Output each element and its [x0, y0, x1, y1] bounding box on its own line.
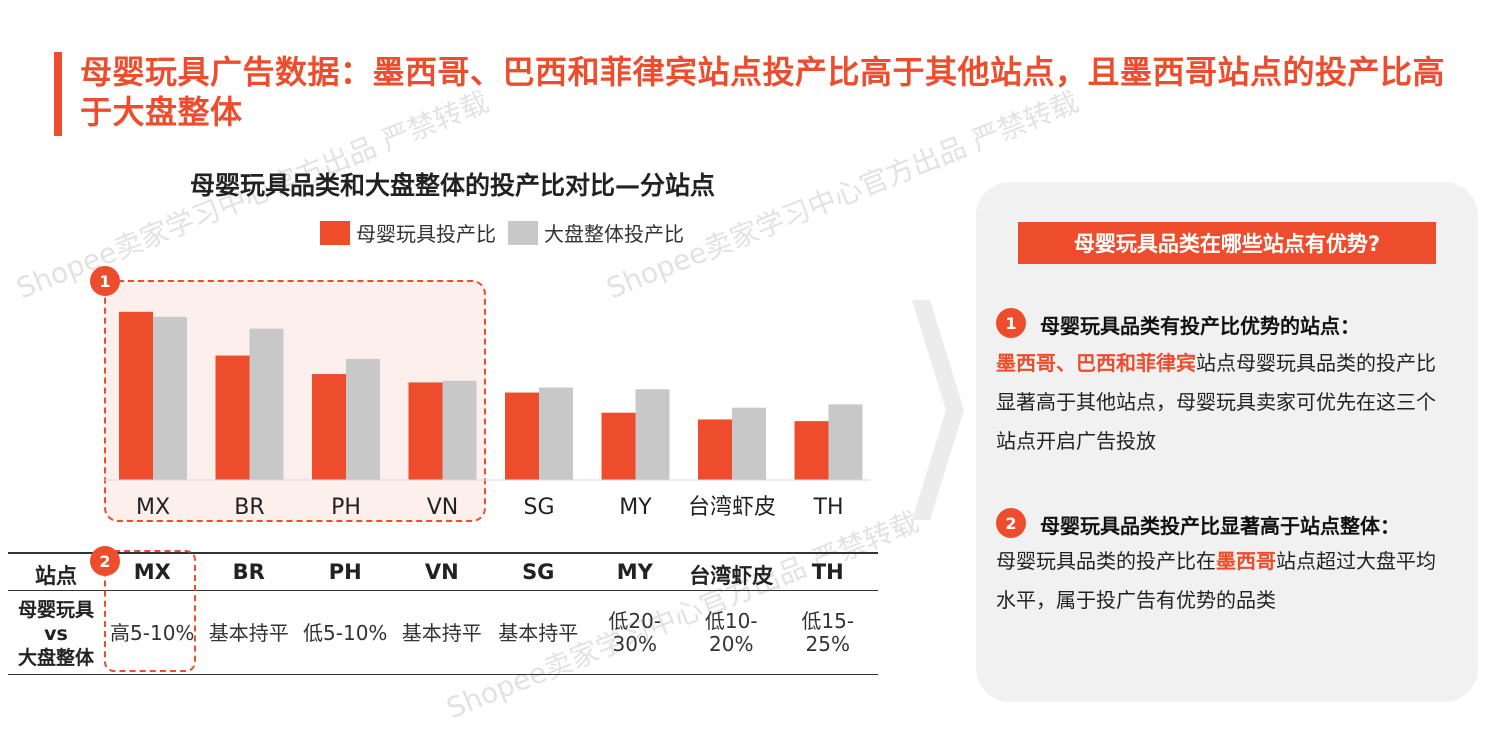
- point-two-highlight: 墨西哥: [1216, 549, 1276, 573]
- bar-MX-series-1: [119, 311, 153, 480]
- row-label-line-3: 大盘整体: [17, 647, 94, 669]
- x-tick-label: TH: [813, 495, 844, 520]
- badge-two: 2: [90, 546, 120, 576]
- table-cell-value: 高5-10%: [110, 621, 195, 645]
- badge-one: 1: [90, 266, 120, 296]
- chart-legend: 母婴玩具投产比 大盘整体投产比: [320, 218, 696, 247]
- x-tick-label: SG: [523, 495, 554, 520]
- x-tick-label: 台湾虾皮: [688, 495, 776, 520]
- table-col-header: PH: [328, 560, 362, 584]
- point-two-text-after: 站点超过大盘平均水平，属于投广告有优势的品类: [996, 549, 1436, 612]
- chart-title: 母婴玩具品类和大盘整体的投产比对比—分站点: [190, 171, 716, 200]
- bar-MY-series-1: [601, 412, 636, 480]
- table-cell-value: 低5-10%: [303, 621, 388, 645]
- x-tick-label: MY: [619, 495, 652, 520]
- bar-BR-series-1: [215, 355, 250, 480]
- point-one-title: 母婴玩具品类有投产比优势的站点：: [1040, 314, 1360, 338]
- table-col-header: SG: [522, 560, 555, 584]
- legend-item-series-1: 母婴玩具投产比: [320, 218, 496, 247]
- table-top-line: [8, 552, 878, 554]
- bar-SG-series-1: [505, 392, 539, 480]
- row-label-line-2: vs: [44, 623, 68, 645]
- bar-TH-series-1: [794, 421, 829, 480]
- title-accent-bar: [54, 52, 62, 136]
- bar-VN-series-2: [442, 380, 477, 480]
- bar-TH-series-2: [828, 404, 863, 480]
- point-two-text-before: 母婴玩具品类的投产比在: [996, 549, 1216, 573]
- table-col-header: MY: [616, 560, 653, 584]
- point-one-highlight: 墨西哥、巴西和菲律宾: [996, 351, 1196, 375]
- legend-label-series-2: 大盘整体投产比: [544, 222, 684, 246]
- table-cell-value: 基本持平: [401, 621, 482, 645]
- table-cell-value: 低10- 20%: [704, 609, 758, 656]
- table-bottom-line: [8, 674, 878, 675]
- point-two-body: 母婴玩具品类的投产比在墨西哥站点超过大盘平均水平，属于投广告有优势的品类: [996, 542, 1446, 620]
- insight-panel: [976, 182, 1478, 702]
- highlight-box-mx: [104, 550, 196, 672]
- x-tick-label: MX: [136, 495, 170, 520]
- bar-chart: MX BR PH VN SG MY 台湾虾皮 TH: [104, 311, 870, 520]
- panel-header: 母婴玩具品类在哪些站点有优势?: [1018, 222, 1436, 264]
- table-col-header: 台湾虾皮: [689, 564, 774, 588]
- table-row-label: 母婴玩具 vs 大盘整体: [8, 598, 104, 670]
- legend-swatch-series-2: [508, 220, 538, 245]
- table-cell-value: 基本持平: [208, 621, 289, 645]
- legend-swatch-series-1: [320, 220, 350, 245]
- x-tick-label: VN: [427, 495, 459, 520]
- bar-MX-series-2: [153, 316, 187, 480]
- bar-BR-series-2: [249, 328, 284, 480]
- table-col-header: TH: [811, 560, 844, 584]
- bar-PH-series-1: [312, 374, 346, 480]
- point-two-title: 母婴玩具品类投产比显著高于站点整体：: [1040, 514, 1400, 538]
- point-two-badge: 2: [996, 508, 1026, 538]
- point-one-badge: 1: [996, 308, 1026, 338]
- chevron-right-icon: [912, 300, 964, 520]
- table-cell-value: 基本持平: [498, 621, 579, 645]
- row-label-line-1: 母婴玩具: [17, 599, 94, 621]
- table-cell-value: 低15- 25%: [801, 609, 855, 656]
- point-one-text: 站点母婴玩具品类的投产比显著高于其他站点，母婴玩具卖家可优先在这三个站点开启广告…: [996, 351, 1436, 453]
- legend-label-series-1: 母婴玩具投产比: [356, 222, 496, 246]
- bar-MY-series-2: [635, 389, 670, 480]
- x-tick-label: BR: [234, 495, 264, 520]
- table-header-label: 站点: [35, 564, 77, 588]
- table-header-line: [8, 590, 878, 591]
- table-cell-value: 低20- 30%: [608, 609, 662, 656]
- point-one-body: 墨西哥、巴西和菲律宾站点母婴玩具品类的投产比显著高于其他站点，母婴玩具卖家可优先…: [996, 344, 1446, 461]
- x-tick-label: PH: [331, 495, 361, 520]
- table-col-header: VN: [424, 560, 459, 584]
- bar-VN-series-1: [408, 382, 443, 480]
- bar-台湾虾皮-series-1: [698, 419, 732, 480]
- bar-SG-series-2: [539, 387, 573, 480]
- legend-item-series-2: 大盘整体投产比: [508, 218, 684, 247]
- bar-PH-series-2: [346, 358, 380, 480]
- page-title: 母婴玩具广告数据：墨西哥、巴西和菲律宾站点投产比高于其他站点，且墨西哥站点的投产…: [80, 53, 1446, 131]
- table-col-header: BR: [232, 560, 265, 584]
- table-col-header: MX: [133, 560, 171, 584]
- bar-台湾虾皮-series-2: [732, 407, 766, 480]
